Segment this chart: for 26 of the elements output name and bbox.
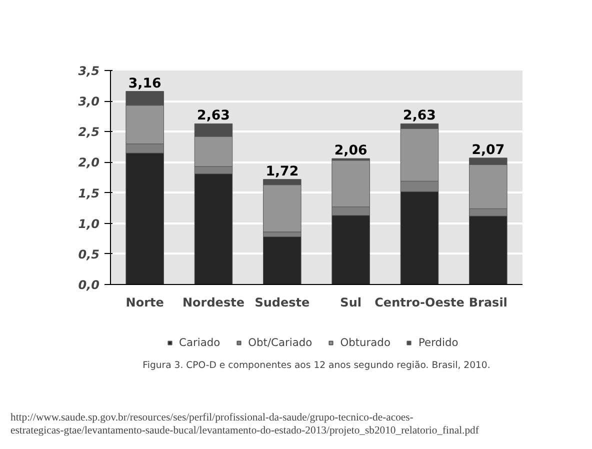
total-label: 2,63 <box>197 108 230 124</box>
total-label: 2,07 <box>472 142 505 158</box>
legend-label: Cariado <box>179 336 220 349</box>
y-tick-label: 1,5 <box>78 186 100 200</box>
total-label: 2,63 <box>403 108 436 124</box>
text: http://www.saude.sp.gov.br/resources/ses/perfil/profissional-da-saude/grupo-tecnico-de-acoes-estrategicas-gtae/levantamento-saude-bucal/levantamento-do-estado-2013/projeto_sb2010_relatorio_final.pdf <box>10 412 480 437</box>
legend-label: Obturado <box>340 336 390 349</box>
total-label: 2,06 <box>334 144 368 159</box>
y-tick-label: 3,0 <box>78 94 100 109</box>
y-tick-label: 0,5 <box>78 247 100 262</box>
x-tick-label: Sul <box>340 296 362 310</box>
y-tick-label: 2,0 <box>78 156 100 170</box>
x-tick-label: Centro-Oeste <box>374 296 464 310</box>
y-tick-label: 2,5 <box>78 125 100 140</box>
x-tick-label: Norte <box>126 296 164 310</box>
legend-label: Obt/Cariado <box>248 336 312 349</box>
x-tick-label: Nordeste <box>182 296 244 310</box>
total-label: 1,72 <box>266 164 299 180</box>
x-tick-label: Sudeste <box>254 296 310 310</box>
y-tick-label: 1,0 <box>78 216 100 231</box>
text: Figura 3. CPO-D e componentes aos 12 anos segundo região. Brasil, 2010. <box>142 360 490 371</box>
y-tick-label: 3,5 <box>78 64 100 78</box>
total-label: 3,16 <box>128 76 162 92</box>
legend-label: Perdido <box>418 336 458 349</box>
x-tick-label: Brasil <box>468 296 508 310</box>
y-tick-label: 0,0 <box>78 278 100 292</box>
